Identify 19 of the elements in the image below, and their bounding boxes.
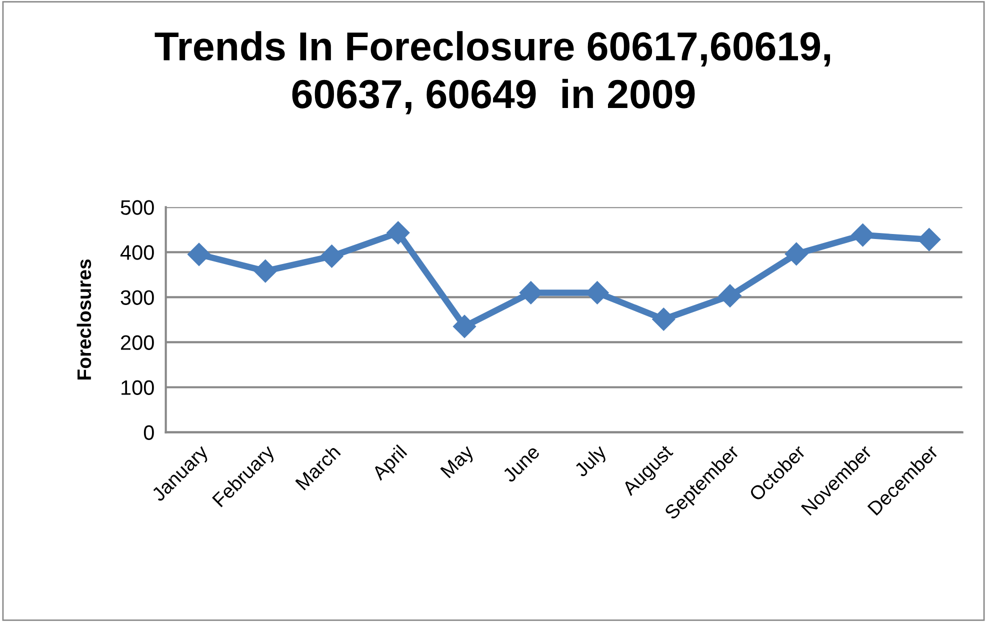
y-tick-label: 500 — [120, 200, 154, 215]
y-axis-title: Foreclosures — [76, 259, 92, 380]
y-tick-label: 200 — [120, 335, 154, 350]
x-tick-label: May — [440, 444, 478, 482]
point — [188, 242, 210, 266]
y-tick-label: 300 — [120, 290, 154, 305]
point — [386, 221, 410, 244]
point — [918, 228, 941, 252]
point — [652, 308, 676, 331]
point — [254, 260, 277, 283]
point — [718, 284, 742, 308]
point — [784, 242, 808, 266]
chart-title: Trends In Foreclosure 60617,60619, 60637, 60649 in 2009 — [154, 31, 830, 114]
point — [320, 244, 344, 268]
y-tick-label: 400 — [120, 245, 154, 260]
point — [453, 314, 476, 338]
x-tick-label: July — [573, 443, 610, 480]
y-tick-label: 100 — [122, 380, 154, 396]
y-tick-label: 0 — [144, 425, 154, 440]
